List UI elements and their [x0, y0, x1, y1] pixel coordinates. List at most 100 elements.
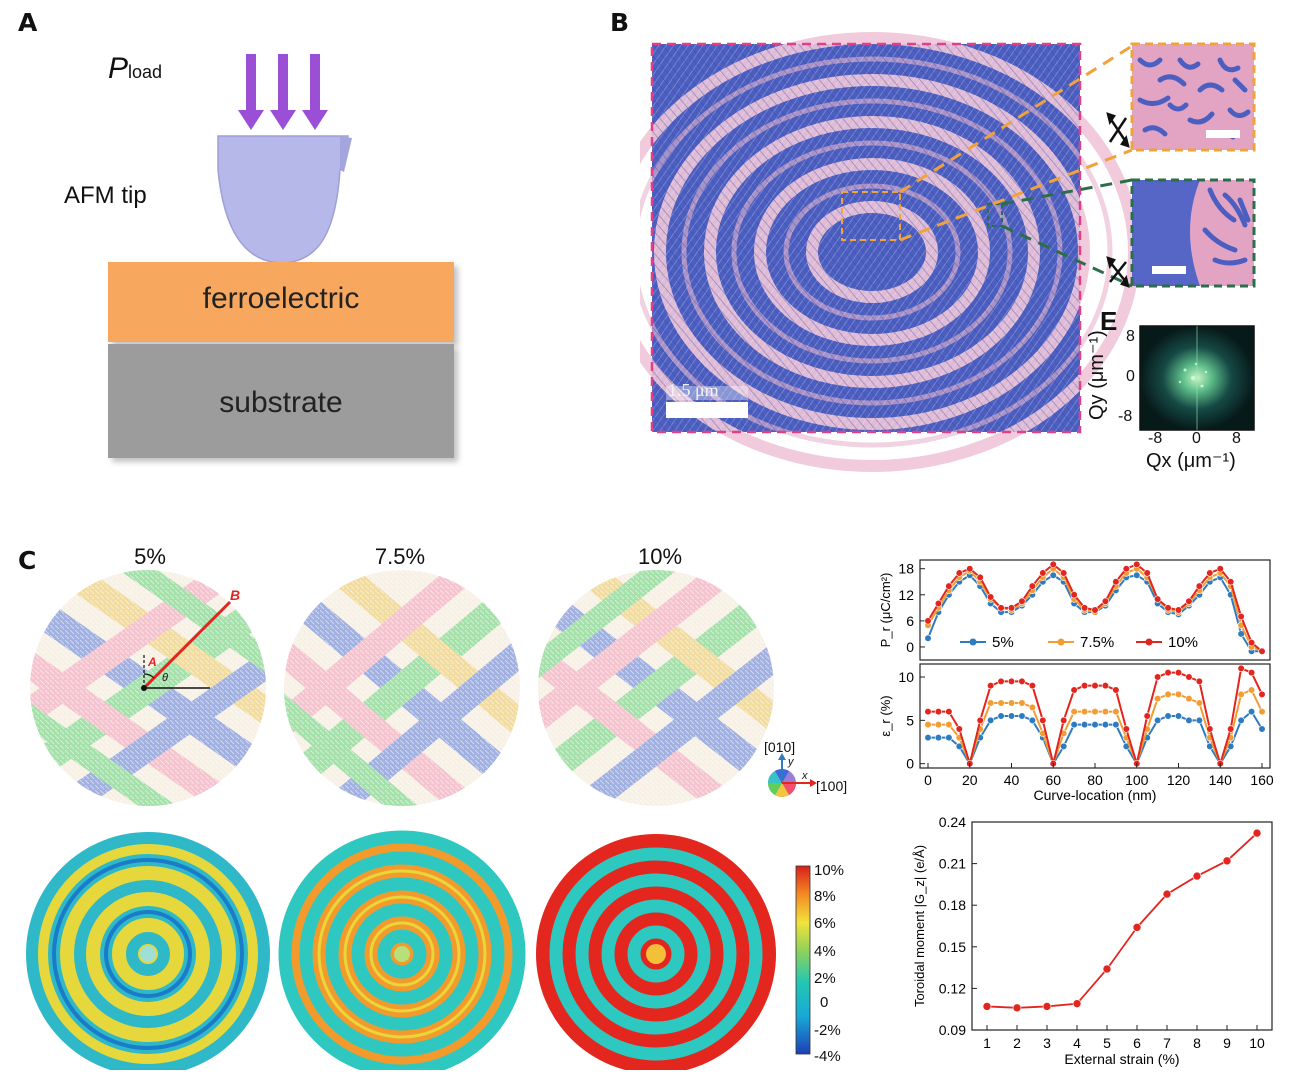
data-point — [1028, 582, 1036, 590]
data-point — [1192, 871, 1202, 881]
data-point — [997, 699, 1005, 707]
data-point — [934, 599, 943, 608]
colorbar-tick: 4% — [814, 943, 836, 960]
y-axis-label: P_r (μC/cm²) — [878, 573, 893, 648]
p-subscript: load — [128, 62, 163, 82]
data-point — [1012, 1003, 1022, 1013]
data-point — [1091, 606, 1099, 614]
data-point — [1080, 682, 1089, 690]
colorbar-tick: 2% — [814, 970, 836, 987]
data-point — [1112, 721, 1120, 729]
data-point — [987, 699, 995, 707]
y-tick-label: 0.21 — [939, 856, 966, 872]
data-point — [1132, 923, 1142, 932]
zoom-inset-orange — [1130, 42, 1256, 152]
data-point — [1185, 695, 1193, 703]
strain-map-5 — [26, 832, 270, 1070]
marker-a: A — [147, 655, 157, 669]
curve-line-ab — [141, 600, 232, 691]
y-tick-label: 12 — [898, 587, 914, 603]
polarization-map-10 — [538, 570, 774, 806]
data-point — [1258, 708, 1266, 716]
data-point — [1247, 686, 1256, 694]
data-point — [966, 565, 974, 573]
data-point — [924, 617, 932, 625]
x-tick-label: 20 — [962, 772, 978, 788]
data-point — [1122, 565, 1130, 573]
load-arrow-1 — [238, 54, 264, 130]
data-point — [1174, 712, 1183, 720]
data-point — [1028, 703, 1036, 711]
data-point — [1060, 742, 1068, 750]
data-point — [1112, 578, 1120, 586]
pr-chart: 0 6 12 18 P_r (μC/cm²) 5% 7.5% 10% — [878, 559, 1271, 661]
zoom-inset-green — [1130, 178, 1256, 288]
x-tick-label: 3 — [1043, 1035, 1051, 1051]
data-point — [1247, 669, 1256, 677]
x-axis-label: Curve-location (nm) — [1034, 787, 1157, 803]
ferroelectric-label: ferroelectric — [202, 282, 360, 315]
data-point — [1237, 664, 1245, 672]
x-tick-label: 160 — [1250, 772, 1274, 788]
data-point — [1227, 578, 1235, 586]
data-point — [1143, 712, 1151, 720]
strain-label-10: 10% — [637, 544, 683, 569]
y-tick-label: 0.09 — [939, 1022, 966, 1038]
panel-label-c: C — [18, 546, 37, 575]
data-point — [1258, 690, 1266, 698]
strain-label-7-5: 7.5% — [374, 544, 426, 569]
y-tick-label: 0.15 — [939, 939, 966, 955]
data-point — [1070, 721, 1078, 729]
y-tick-label: 0.24 — [939, 814, 966, 830]
y-tick-label: 0 — [906, 756, 914, 772]
toroidal-chart-body: 0.09 0.12 0.15 0.18 0.21 0.24 1 2 3 4 5 6 7 8 9 10 Exter… — [912, 814, 1273, 1067]
data-point — [1101, 597, 1110, 605]
data-point — [1195, 716, 1203, 724]
strain-map-7-5 — [278, 830, 526, 1070]
data-point — [1080, 721, 1089, 729]
data-point — [1028, 716, 1036, 724]
data-point — [1185, 597, 1193, 605]
y-axis-label: Toroidal moment |G_z| (e/Å) — [912, 845, 927, 1007]
x-tick-label: 100 — [1125, 772, 1149, 788]
data-point — [1133, 560, 1141, 568]
data-point — [997, 677, 1005, 685]
data-point — [1112, 686, 1120, 694]
data-point — [1018, 712, 1026, 720]
fft-y-ticks: 8 0 -8 — [1118, 328, 1140, 428]
data-point — [1164, 604, 1172, 612]
x-tick-label: 9 — [1223, 1035, 1231, 1051]
data-point — [1028, 682, 1036, 690]
data-point — [1133, 571, 1141, 579]
data-point — [1164, 669, 1172, 677]
data-point — [1080, 604, 1089, 612]
afm-tip-label: AFM tip — [64, 182, 147, 209]
panel-label-b: B — [610, 8, 630, 37]
data-point — [1164, 690, 1172, 698]
simulation-maps: A B θ [010] y x [100] — [26, 570, 847, 1070]
x-tick-label: 1 — [983, 1035, 991, 1051]
scale-bar-label: 1.5 μm — [668, 380, 719, 400]
data-point — [1258, 725, 1266, 733]
data-point — [1018, 677, 1026, 685]
data-point — [1072, 999, 1082, 1008]
x-tick-label: 10 — [1249, 1035, 1265, 1051]
x-tick-label: 7 — [1163, 1035, 1171, 1051]
plot-frame — [919, 559, 1271, 661]
colorbar-tick: 10% — [814, 862, 844, 879]
data-point — [934, 708, 943, 716]
y-tick-label: 18 — [898, 561, 914, 577]
x-tick-label: 5 — [1103, 1035, 1111, 1051]
data-point — [1101, 682, 1110, 690]
polarization-cross-icon — [1106, 112, 1130, 148]
data-point — [1174, 669, 1183, 677]
data-point — [955, 725, 963, 733]
data-point — [1195, 677, 1203, 685]
data-point — [1112, 708, 1120, 716]
data-point — [1206, 569, 1214, 577]
strain-map-10 — [536, 834, 776, 1070]
data-point — [1049, 571, 1057, 579]
data-point — [1080, 708, 1089, 716]
x-tick-label: 40 — [1004, 772, 1020, 788]
y-tick-label: 5 — [906, 712, 914, 728]
